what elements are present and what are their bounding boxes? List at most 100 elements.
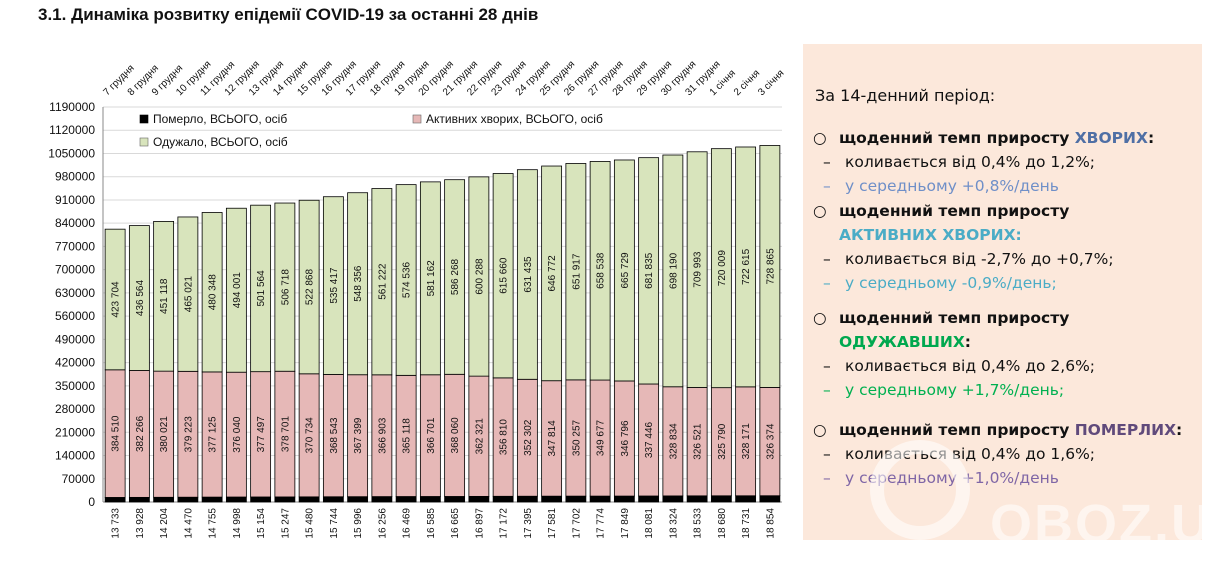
bar-segment-recovered xyxy=(468,176,490,377)
data-label-deaths: 17 774 xyxy=(596,508,607,539)
data-label: 356 810 xyxy=(499,419,510,456)
bar-segment-recovered xyxy=(541,165,563,382)
range-text: коливається від 0,4% до 1,2%; xyxy=(845,153,1096,171)
bar-segment-recovered xyxy=(274,202,296,372)
bar-segment-recovered xyxy=(419,181,441,376)
bar-segment-recovered xyxy=(735,146,757,388)
heading-text: щоденний темп приросту xyxy=(839,202,1070,220)
bar-segment-deaths xyxy=(444,496,466,503)
bar-segment-deaths xyxy=(492,495,514,503)
data-label: 722 615 xyxy=(741,248,752,285)
bar-segment-recovered xyxy=(128,225,150,371)
rate-section: ○ щоденний темп приросту АКТИВНИХ ХВОРИХ:… xyxy=(813,199,1198,295)
y-tick-label: 560000 xyxy=(55,309,95,323)
bar-segment-recovered xyxy=(395,184,417,376)
data-label: 423 704 xyxy=(111,281,122,318)
data-label-deaths: 13 733 xyxy=(111,508,122,539)
y-tick-label: 70000 xyxy=(62,472,96,486)
data-label-deaths: 17 581 xyxy=(547,508,558,539)
data-label: 451 118 xyxy=(159,278,170,314)
data-label: 368 060 xyxy=(450,417,461,454)
data-label: 600 288 xyxy=(474,258,485,295)
data-label: 436 564 xyxy=(135,280,146,317)
y-tick-label: 140000 xyxy=(55,449,95,463)
data-label: 506 718 xyxy=(280,269,291,306)
bar-segment-deaths xyxy=(371,496,393,503)
data-label: 350 257 xyxy=(571,419,582,456)
average-text: у середньому +0,8%/день xyxy=(845,177,1059,195)
bar-segment-deaths xyxy=(128,496,150,503)
data-label: 376 040 xyxy=(232,416,243,453)
data-label-deaths: 16 665 xyxy=(450,508,461,539)
data-label: 346 796 xyxy=(620,420,631,457)
data-label: 548 356 xyxy=(353,265,364,302)
legend-swatch xyxy=(412,114,422,124)
stacked-bar-chart: 0 70000 140000 210000 280000 350000 420000 4900… xyxy=(48,59,786,539)
data-label: 698 190 xyxy=(668,252,679,289)
circle-bullet-icon: ○ xyxy=(813,129,827,147)
heading-text: щоденний темп приросту xyxy=(839,309,1070,327)
bar-segment-recovered xyxy=(589,161,611,381)
section-title: 3.1. Динаміка розвитку епідемії COVID-19… xyxy=(38,5,539,24)
average-text: у середньому +1,7%/день; xyxy=(845,381,1065,399)
data-label: 368 543 xyxy=(329,417,340,454)
data-label-deaths: 15 480 xyxy=(305,508,316,539)
data-label: 377 125 xyxy=(208,416,219,453)
data-label: 370 734 xyxy=(305,417,316,454)
y-tick-label: 910000 xyxy=(55,193,95,207)
bar-segment-recovered xyxy=(492,173,514,379)
watermark: OBOZ.UA xyxy=(990,494,1211,554)
legend-swatch xyxy=(139,114,149,124)
legend-label: Померло, ВСЬОГО, осіб xyxy=(153,112,287,126)
bar-segment-deaths xyxy=(541,495,563,503)
bar-segment-deaths xyxy=(468,495,490,503)
dash-bullet-icon: – xyxy=(823,381,831,399)
rate-section: ○ щоденний темп приросту ХВОРИХ: – коливає… xyxy=(813,126,1198,198)
y-tick-label: 490000 xyxy=(55,332,95,346)
bar-segment-deaths xyxy=(759,495,781,503)
data-label: 377 497 xyxy=(256,416,267,453)
data-label-deaths: 17 172 xyxy=(499,508,510,539)
average-line: – у середньому -0,9%/день; xyxy=(813,271,1198,295)
data-label-deaths: 16 897 xyxy=(474,508,485,539)
data-label: 465 021 xyxy=(183,276,194,313)
data-label: 380 021 xyxy=(159,416,170,453)
data-label: 646 772 xyxy=(547,255,558,292)
dash-bullet-icon: – xyxy=(823,153,831,171)
bar-segment-recovered xyxy=(638,157,660,385)
data-label-deaths: 18 680 xyxy=(717,508,728,539)
bar-segment-deaths xyxy=(662,495,684,503)
heading-key: АКТИВНИХ ХВОРИХ: xyxy=(839,226,1022,244)
average-line: – у середньому +1,7%/день; xyxy=(813,378,1198,402)
data-label: 325 790 xyxy=(717,423,728,460)
summary-panel: За 14-денний період: ○ щоденний темп прир… xyxy=(803,44,1202,540)
dash-bullet-icon: – xyxy=(823,274,831,292)
circle-bullet-icon: ○ xyxy=(813,309,827,327)
bar-segment-deaths xyxy=(298,496,320,503)
data-label-deaths: 17 702 xyxy=(571,508,582,539)
bar-segment-deaths xyxy=(225,496,247,503)
data-label: 326 521 xyxy=(693,423,704,460)
section-heading: ○ щоденний темп приросту ОДУЖАВШИХ: xyxy=(813,306,1169,354)
bar-segment-deaths xyxy=(419,496,441,503)
data-label-deaths: 15 996 xyxy=(353,508,364,539)
data-label: 328 171 xyxy=(741,423,752,460)
dash-bullet-icon: – xyxy=(823,445,831,463)
bar-segment-deaths xyxy=(322,496,344,503)
heading-text: щоденний темп приросту xyxy=(839,421,1075,439)
watermark-globe-icon xyxy=(870,440,970,540)
section-heading: ○ щоденний темп приросту ПОМЕРЛИХ: xyxy=(813,418,1198,442)
bar-segment-recovered xyxy=(177,216,199,372)
range-line: – коливається від 0,4% до 2,6%; xyxy=(813,354,1198,378)
data-label-deaths: 14 204 xyxy=(159,508,170,539)
data-label: 379 223 xyxy=(183,416,194,453)
bar-segment-deaths xyxy=(250,496,272,503)
section-heading: ○ щоденний темп приросту АКТИВНИХ ХВОРИХ: xyxy=(813,199,1169,247)
data-label: 378 701 xyxy=(280,416,291,453)
data-label-deaths: 15 154 xyxy=(256,508,267,539)
bar-segment-deaths xyxy=(589,495,611,503)
data-label: 522 868 xyxy=(305,269,316,306)
heading-key: ХВОРИХ xyxy=(1074,129,1148,147)
bar-segment-recovered xyxy=(759,145,781,388)
dash-bullet-icon: – xyxy=(823,177,831,195)
